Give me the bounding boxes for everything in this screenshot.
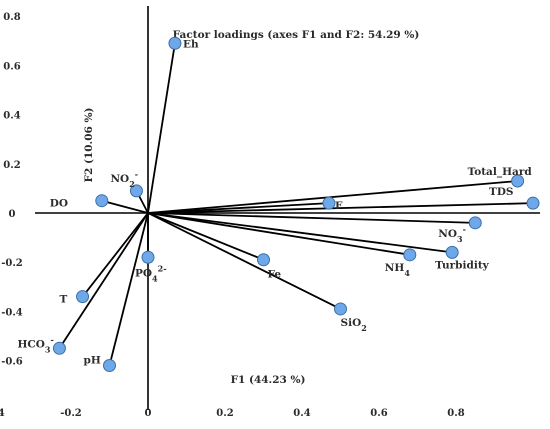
x-tick-label: 0 [145, 408, 152, 419]
x-axis-label: F1 (44.23 %) [231, 374, 306, 386]
point-label: NH4 [385, 262, 411, 278]
y-tick-label: -0.6 [1, 357, 23, 368]
loading-vector [58, 212, 149, 349]
x-tick-label: -0.4 [0, 408, 5, 419]
loading-vector [147, 212, 453, 254]
loading-point [103, 359, 116, 373]
point-label: DO [50, 198, 68, 210]
loading-vector [108, 212, 149, 366]
loading-point [334, 302, 347, 316]
loading-point [52, 341, 66, 355]
loading-point [468, 216, 482, 230]
y-tick-label: -0.2 [1, 258, 23, 269]
chart-title: Factor loadings (axes F1 and F2: 54.29 %… [173, 29, 420, 41]
y-tick-label: 0.2 [3, 160, 20, 171]
loading-point [129, 184, 143, 198]
loading-vector [147, 43, 176, 214]
x-tick-label: 0.2 [216, 408, 233, 419]
x-tick-label: 0.6 [370, 408, 387, 419]
point-label: PO42- [135, 263, 167, 283]
loading-vector [147, 212, 476, 224]
loading-vector [147, 212, 264, 261]
y-tick-label: 0.4 [3, 111, 20, 122]
loading-point [168, 36, 182, 50]
point-label: T [60, 294, 68, 306]
loading-vector [147, 180, 518, 214]
loading-point [76, 290, 90, 304]
y-tick-labels: 0.8 0.6 0.4 0.2 0 -0.2 -0.4 -0.6 [1, 12, 23, 367]
loading-vector [147, 212, 341, 310]
point-label: HCO3- [17, 334, 53, 354]
point-label: Turbidity [435, 259, 490, 271]
loading-vectors [58, 43, 534, 366]
loading-point [322, 196, 336, 210]
x-tick-label: 0.4 [293, 408, 310, 419]
point-label: Total_Hard [468, 166, 533, 179]
x-tick-label: 0.8 [447, 408, 464, 419]
loading-vector [147, 212, 410, 256]
point-label: NO3- [438, 224, 466, 244]
loading-points [52, 36, 540, 373]
loading-point [141, 250, 155, 264]
loading-point [403, 248, 417, 262]
y-tick-label: 0.8 [3, 12, 20, 23]
loading-vector [147, 202, 534, 214]
y-axis-label: F2 (10.06 %) [83, 108, 95, 183]
point-label: F [335, 200, 343, 212]
loading-point [445, 245, 459, 259]
y-tick-label: 0.6 [3, 61, 20, 72]
point-label: pH [84, 355, 101, 367]
loading-point [526, 196, 540, 210]
point-label: Eh [183, 38, 199, 50]
point-label: TDS [489, 186, 514, 198]
loading-vector [101, 199, 149, 214]
point-label: SiO2 [341, 317, 367, 333]
loading-point [257, 253, 270, 267]
loading-point [511, 174, 525, 188]
point-label: NO2- [110, 169, 138, 189]
loading-vector [81, 212, 149, 298]
loading-vector [147, 202, 329, 214]
point-label: Fe [268, 269, 282, 281]
y-tick-label: -0.4 [1, 307, 23, 318]
x-tick-labels: -0.4 -0.2 0 0.2 0.4 0.6 0.8 [0, 408, 465, 419]
x-tick-label: -0.2 [60, 408, 82, 419]
loading-point [95, 194, 109, 208]
point-labels: Eh NO2- DO Total_Hard TDS F NO3- PO42- Fe NH4 Turb… [17, 38, 532, 366]
y-tick-label: 0 [9, 209, 16, 220]
